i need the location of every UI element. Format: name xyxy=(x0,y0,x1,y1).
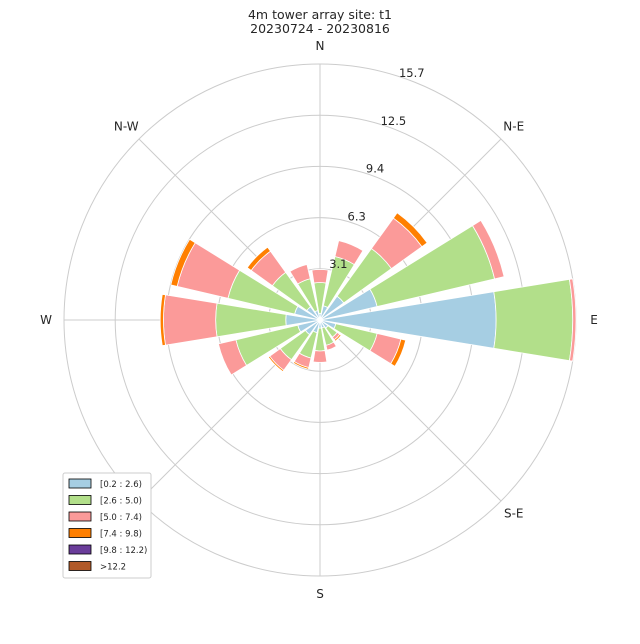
legend-swatch xyxy=(68,495,92,505)
direction-label: S xyxy=(316,587,324,601)
windrose-bars xyxy=(159,212,577,376)
legend-label: [7.4 : 9.8) xyxy=(100,530,142,540)
legend-swatch xyxy=(68,561,92,571)
direction-label: W xyxy=(40,313,52,327)
windrose-bar-segment xyxy=(217,339,248,376)
legend: [0.2 : 2.6) [2.6 : 5.0) [5.0 : 7.4) [7.4 : … xyxy=(62,472,152,579)
radial-tick-label: 9.4 xyxy=(366,162,384,176)
legend-swatch xyxy=(68,544,92,555)
windrose-bar-segment xyxy=(493,278,574,362)
chart-title-line1: 4m tower array site: t1 xyxy=(248,7,392,22)
legend-label: [9.8 : 12.2) xyxy=(100,546,147,556)
windrose-bar-segment xyxy=(289,263,311,285)
legend-label: [2.6 : 5.0) xyxy=(100,497,142,507)
windrose-bar-segment xyxy=(163,294,218,346)
direction-label: S-E xyxy=(504,507,524,521)
radial-tick-label: 12.5 xyxy=(381,114,407,128)
radial-tick-labels: 3.1 6.3 9.4 12.5 15.7 xyxy=(329,66,424,271)
windrose-bar-segment xyxy=(568,278,577,362)
windrose-bar-segment xyxy=(170,238,196,287)
windrose-bar-segment xyxy=(159,293,166,347)
direction-label: N xyxy=(316,39,325,53)
chart-title-line2: 20230724 - 20230816 xyxy=(250,21,390,36)
windrose-bar-segment xyxy=(333,333,342,342)
windrose-bar-segment xyxy=(292,361,310,370)
windrose-bar-segment xyxy=(311,269,329,284)
windrose-bar-segment xyxy=(471,219,505,280)
radial-tick-label: 3.1 xyxy=(329,257,347,271)
legend-swatch xyxy=(68,478,92,489)
grid-spoke xyxy=(319,319,502,502)
windrose-bar-segment xyxy=(312,350,328,363)
direction-label: N-W xyxy=(114,119,139,133)
legend-label: [5.0 : 7.4) xyxy=(100,513,142,523)
legend-swatch xyxy=(68,528,92,538)
windrose-bar-segment xyxy=(390,338,407,367)
windrose-bar-segment xyxy=(325,341,337,351)
direction-label: N-E xyxy=(503,119,524,133)
windrose-bar-segment xyxy=(334,240,364,266)
legend-label: [0.2 : 2.6) xyxy=(100,480,142,490)
legend-swatch xyxy=(68,511,92,522)
radial-tick-label: 15.7 xyxy=(399,66,425,80)
windrose-bar-segment xyxy=(267,355,285,373)
direction-label: E xyxy=(590,313,598,327)
windrose-bar-segment xyxy=(246,246,272,272)
radial-tick-label: 6.3 xyxy=(348,209,366,223)
windrose-bar-segment xyxy=(392,212,428,248)
legend-label: >12.2 xyxy=(100,563,126,573)
